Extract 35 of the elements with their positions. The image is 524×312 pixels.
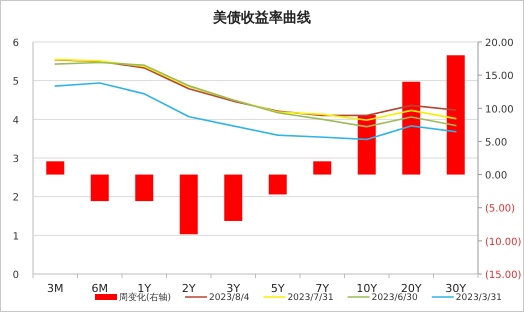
y2-tick-label: 5.00 bbox=[485, 137, 508, 148]
legend-label: 2023/8/4 bbox=[209, 293, 250, 303]
x-tick-label: 5Y bbox=[270, 282, 285, 295]
bar bbox=[358, 114, 376, 175]
y2-tick-label: (10.00) bbox=[485, 236, 522, 248]
x-tick-label: 3M bbox=[47, 282, 64, 295]
bar bbox=[268, 174, 287, 194]
legend-label: 周变化(右轴) bbox=[119, 292, 172, 303]
y2-tick-label: (5.00) bbox=[485, 204, 516, 215]
y2-tick-label: 15.00 bbox=[485, 71, 514, 82]
y2-tick-label: (15.00) bbox=[485, 270, 522, 281]
x-tick-label: 6M bbox=[92, 282, 108, 295]
legend-label: 2023/6/30 bbox=[372, 293, 418, 303]
legend-label: 2023/3/31 bbox=[456, 293, 502, 303]
y-tick-label: 0 bbox=[12, 270, 19, 281]
y-tick-label: 2 bbox=[12, 192, 19, 204]
y-tick-label: 1 bbox=[12, 231, 19, 242]
y2-tick-label: 10.00 bbox=[485, 104, 514, 116]
bar bbox=[446, 55, 465, 175]
chart-title: 美债收益率曲线 bbox=[212, 9, 311, 26]
bar bbox=[180, 174, 198, 234]
y-tick-label: 5 bbox=[12, 76, 19, 88]
y2-tick-label: 0.00 bbox=[485, 170, 508, 182]
y-tick-label: 6 bbox=[12, 38, 19, 49]
y-tick-label: 4 bbox=[12, 115, 19, 126]
legend-label: 2023/7/31 bbox=[287, 293, 334, 303]
bar bbox=[46, 161, 64, 175]
x-tick-label: 2Y bbox=[182, 282, 196, 295]
y2-tick-label: 20.00 bbox=[485, 38, 514, 49]
y-tick-label: 3 bbox=[12, 154, 19, 165]
bar bbox=[135, 174, 154, 202]
bar bbox=[90, 174, 109, 202]
bar bbox=[402, 82, 420, 175]
bar bbox=[313, 161, 332, 175]
bar bbox=[224, 174, 242, 221]
